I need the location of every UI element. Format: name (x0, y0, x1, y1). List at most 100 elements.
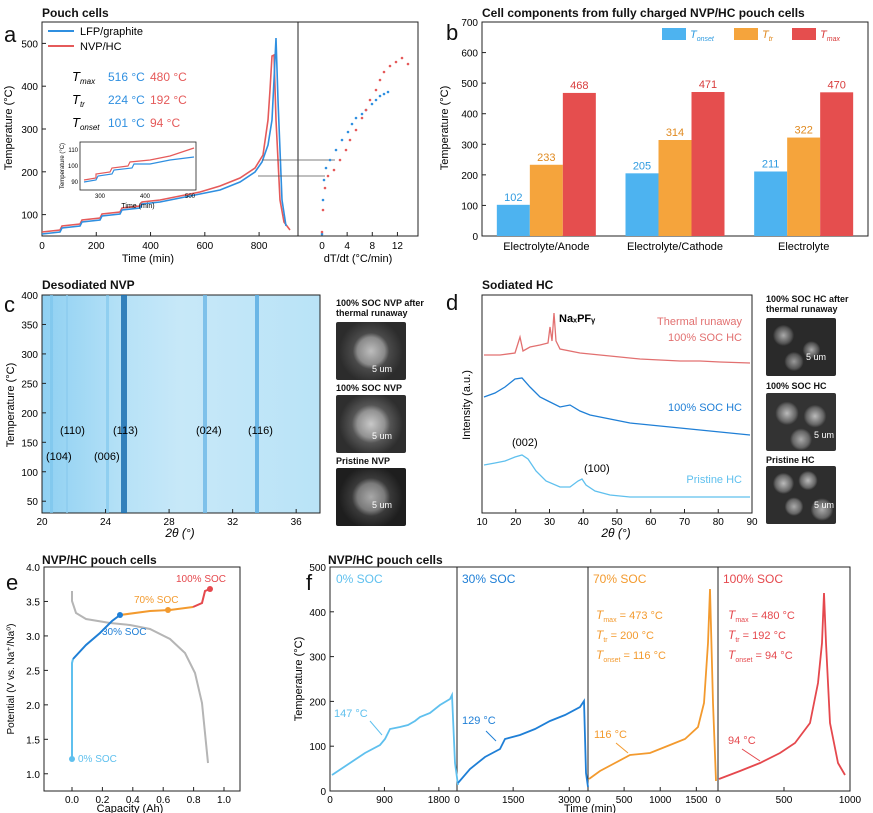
xrd-pristine-hc (483, 454, 750, 498)
annot-100soc: 94 °C (728, 735, 756, 747)
panel-e-xtick-label: 0.0 (65, 795, 79, 806)
panel-f-xtick-label: 1500 (502, 795, 525, 806)
panel-a-x2tick-label: 12 (392, 241, 404, 252)
panel-a-ytick-label: 100 (21, 211, 38, 222)
annot-0soc: 147 °C (334, 708, 368, 720)
dtdt-point-nvp (400, 56, 404, 60)
curve-0soc (331, 691, 459, 786)
panel-e-xtick-label: 0.8 (187, 795, 201, 806)
bar-value-label: 211 (762, 158, 780, 170)
panel-f-title: NVP/HC pouch cells (328, 553, 443, 567)
panel-f-xtick-label: 0 (715, 795, 721, 806)
panel-e-xlabel: Capacity (Ah) (97, 803, 164, 813)
panel-a-xlabel2: dT/dt (°C/min) (324, 253, 393, 265)
panel-a-xtick-label: 200 (88, 241, 105, 252)
annot-100: (100) (584, 463, 610, 475)
panel-c-xtick-label: 20 (36, 517, 48, 528)
panel-e-ytick-label: 1.0 (26, 770, 40, 781)
sem-d1-image (766, 318, 836, 376)
dtdt-point-nvp (388, 64, 392, 68)
inset-xtick-label: 400 (140, 194, 151, 200)
curve-70soc (588, 588, 717, 782)
dtdt-point-nvp (364, 108, 368, 112)
sem-d2-caption: 100% SOC HC (766, 381, 827, 391)
soc-label-100: 100% SOC (176, 574, 226, 585)
soc-label-0: 0% SOC (78, 754, 117, 765)
arrow-100soc (741, 748, 761, 762)
panel-a-params: Tmax 516 °C 480 °C Ttr 224 °C 192 °C Ton… (72, 69, 187, 132)
panel-a-chart: 100 200 300 400 500 0 200 400 600 800 0 4 8 12 Time… (3, 21, 419, 265)
panel-f-xtick-label: 1000 (649, 795, 672, 806)
dtdt-point-nvp (360, 116, 364, 120)
bar-t_tr-1 (658, 140, 692, 236)
panel-e-chart: 1.0 1.5 2.0 2.5 3.0 3.5 4.0 0.0 0.2 0.4 0.6 0.8 1.0… (6, 563, 241, 813)
inset-curve-lfp (83, 156, 195, 183)
arrow-30soc (485, 730, 497, 742)
sem-d2-image (766, 393, 836, 451)
sem-c2-scale: 5 um (372, 431, 393, 441)
param-100-tonset: Tonset = 94 °C (728, 648, 793, 664)
panel-a-xlabel: Time (min) (122, 253, 174, 265)
xrd-100soc-hc (483, 377, 751, 436)
dtdt-point-nvp (344, 148, 348, 152)
panel-f-xtick-label: 500 (616, 795, 633, 806)
panel-f-xtick-label: 0 (327, 795, 333, 806)
param-tonset-nvp: 94 °C (150, 116, 180, 130)
panel-d-xtick-label: 30 (544, 517, 556, 528)
sem-c1-scale: 5 um (372, 364, 393, 374)
panel-c-ytick-label: 50 (27, 497, 39, 508)
peak-006: (006) (94, 451, 120, 463)
inset-xlabel: Time (min) (121, 203, 154, 210)
arrow-0soc (369, 720, 383, 736)
panel-b-letter: b (446, 20, 459, 45)
stripe-024 (203, 295, 207, 513)
curve-discharge (71, 591, 209, 764)
sem-d3-caption: Pristine HC (766, 455, 815, 465)
dtdt-point-nvp (332, 168, 336, 172)
dtdt-point-lfp (346, 130, 350, 134)
marker-30soc (117, 612, 123, 618)
panel-f-xlabel: Time (min) (564, 803, 616, 813)
panel-b-ytick-label: 600 (461, 49, 478, 60)
label-100soc-hc: 100% SOC HC (668, 402, 742, 414)
panel-b-ytick-label: 700 (461, 18, 478, 29)
stripe-110 (66, 295, 68, 513)
panel-c-ytick-label: 100 (21, 468, 38, 479)
curve-lfp-graphite (41, 37, 287, 235)
panel-e-ytick-label: 2.0 (26, 701, 40, 712)
sem-d3-image (766, 466, 836, 524)
segment-100soc-title: 100% SOC (723, 572, 783, 586)
inset-ytick-label: 100 (68, 164, 79, 170)
bar-value-label: 470 (827, 79, 845, 91)
panel-c-xtick-label: 32 (227, 517, 239, 528)
curve-charge-30-70 (72, 614, 121, 660)
segment-0soc-title: 0% SOC (336, 572, 383, 586)
panel-b-ytick-label: 100 (461, 201, 478, 212)
dtdt-point-nvp (338, 158, 342, 162)
param-70-tonset: Tonset = 116 °C (596, 648, 666, 664)
peak-110: (110) (60, 425, 85, 437)
dtdt-point-lfp (350, 122, 354, 126)
sem-d1-caption: 100% SOC HC after thermal runaway (766, 294, 849, 314)
dtdt-point-nvp (368, 98, 372, 102)
segment-70soc-title: 70% SOC (593, 572, 647, 586)
dtdt-point-lfp (324, 166, 328, 170)
bar-value-label: 468 (570, 80, 588, 92)
dtdt-point-nvp (348, 138, 352, 142)
category-label: Electrolyte (778, 241, 829, 253)
panel-e-ytick-label: 1.5 (26, 735, 40, 746)
panel-f-ytick-label: 500 (309, 563, 326, 574)
dtdt-point-lfp (340, 138, 344, 142)
sem-c3-caption: Pristine NVP (336, 456, 391, 466)
panel-e-ytick-label: 4.0 (26, 563, 40, 574)
panel-e-ytick-label: 3.0 (26, 632, 40, 643)
bar-value-label: 205 (633, 160, 651, 172)
marker-100soc (207, 586, 213, 592)
panel-f-xtick-label: 0 (585, 795, 591, 806)
panel-c-ytick-label: 300 (21, 350, 38, 361)
panel-e-title: NVP/HC pouch cells (42, 553, 157, 567)
panel-c-letter: c (4, 292, 15, 317)
panel-e-letter: e (6, 570, 19, 595)
bar-value-label: 322 (794, 125, 812, 137)
